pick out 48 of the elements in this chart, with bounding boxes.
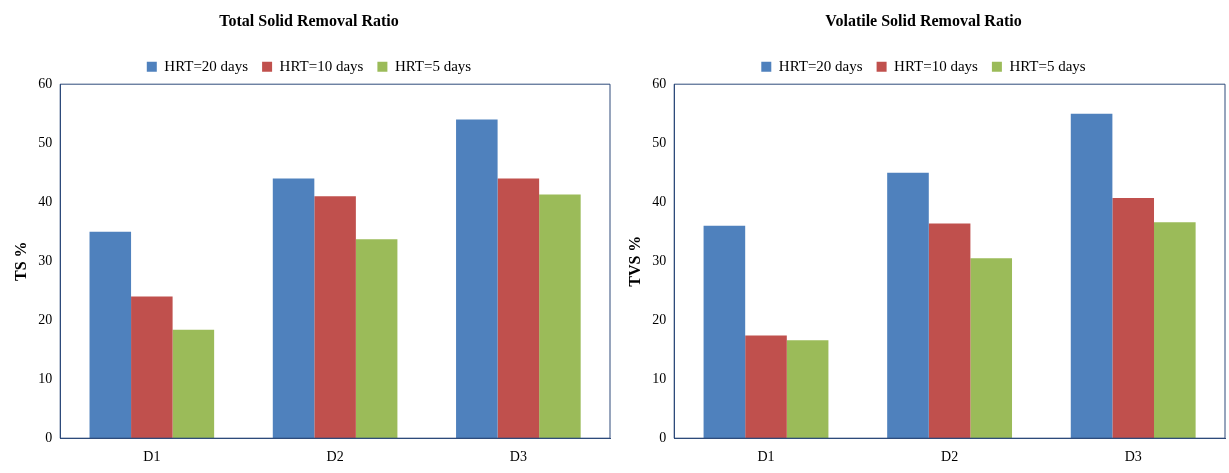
- y-tick-label: 0: [45, 429, 53, 445]
- bar: [272, 178, 315, 439]
- y-tick-label: 40: [652, 193, 667, 209]
- y-tick-label: 10: [38, 370, 53, 386]
- y-tick-label: 0: [659, 429, 667, 445]
- bar: [172, 329, 215, 439]
- bar: [314, 196, 356, 439]
- bar: [131, 296, 173, 439]
- bar: [497, 178, 540, 439]
- y-axis-title: TS %: [11, 241, 29, 281]
- legend-label: HRT=20 days: [778, 57, 863, 74]
- bar: [887, 172, 929, 439]
- bar: [539, 194, 581, 439]
- x-tick-label: D3: [1124, 449, 1142, 465]
- y-tick-label: 50: [38, 134, 53, 150]
- legend-label: HRT=20 days: [164, 57, 249, 74]
- y-tick-label: 20: [652, 311, 667, 327]
- y-tick-label: 50: [652, 134, 667, 150]
- x-tick-label: D1: [757, 449, 775, 465]
- legend-label: HRT=5 days: [1009, 57, 1086, 74]
- bar: [1070, 113, 1113, 439]
- bar: [1154, 222, 1196, 439]
- bar: [786, 340, 829, 439]
- bar: [355, 239, 398, 439]
- bar: [928, 223, 971, 439]
- x-tick-label: D3: [509, 449, 527, 465]
- y-tick-label: 10: [652, 370, 667, 386]
- legend-label: HRT=5 days: [394, 57, 472, 74]
- bar: [970, 258, 1013, 439]
- y-tick-label: 60: [38, 75, 53, 91]
- chart-title: Volatile Solid Removal Ratio: [825, 11, 1022, 29]
- bar: [703, 225, 746, 439]
- bar: [1112, 198, 1155, 439]
- x-tick-label: D2: [326, 449, 344, 465]
- y-tick-label: 40: [38, 193, 53, 209]
- bar: [456, 119, 498, 439]
- chart-title: Total Solid Removal Ratio: [219, 11, 399, 29]
- x-tick-label: D2: [941, 449, 959, 465]
- y-tick-label: 60: [652, 75, 667, 91]
- legend-label: HRT=10 days: [279, 57, 364, 74]
- y-axis-title: TVS %: [625, 235, 643, 287]
- y-tick-label: 20: [38, 311, 53, 327]
- y-tick-label: 30: [652, 252, 667, 268]
- x-tick-label: D1: [143, 449, 161, 465]
- legend-label: HRT=10 days: [894, 57, 979, 74]
- y-tick-label: 30: [38, 252, 53, 268]
- bar: [89, 231, 132, 439]
- bar: [745, 335, 787, 439]
